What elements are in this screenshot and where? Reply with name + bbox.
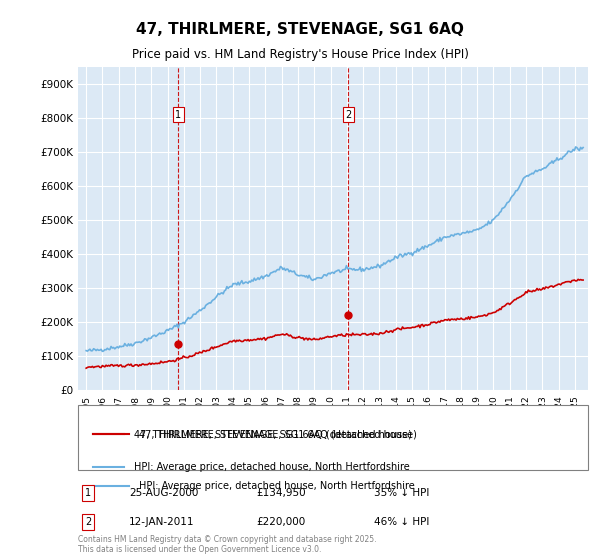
Text: 1: 1 [85, 488, 91, 498]
Text: Contains HM Land Registry data © Crown copyright and database right 2025.
This d: Contains HM Land Registry data © Crown c… [78, 535, 377, 554]
Text: 25-AUG-2000: 25-AUG-2000 [129, 488, 199, 498]
Text: £220,000: £220,000 [257, 517, 306, 528]
Text: 47, THIRLMERE, STEVENAGE, SG1 6AQ: 47, THIRLMERE, STEVENAGE, SG1 6AQ [136, 22, 464, 38]
Text: 47, THIRLMERE, STEVENAGE, SG1 6AQ (detached house): 47, THIRLMERE, STEVENAGE, SG1 6AQ (detac… [134, 430, 412, 439]
Text: 1: 1 [175, 110, 182, 120]
Text: Price paid vs. HM Land Registry's House Price Index (HPI): Price paid vs. HM Land Registry's House … [131, 48, 469, 60]
Text: HPI: Average price, detached house, North Hertfordshire: HPI: Average price, detached house, Nort… [139, 480, 415, 491]
Text: 47, THIRLMERE, STEVENAGE, SG1 6AQ (detached house): 47, THIRLMERE, STEVENAGE, SG1 6AQ (detac… [139, 430, 417, 439]
Text: 46% ↓ HPI: 46% ↓ HPI [374, 517, 429, 528]
FancyBboxPatch shape [78, 405, 588, 469]
Text: 12-JAN-2011: 12-JAN-2011 [129, 517, 194, 528]
Text: 2: 2 [345, 110, 352, 120]
Text: £134,950: £134,950 [257, 488, 306, 498]
Text: 2: 2 [85, 517, 91, 528]
Text: HPI: Average price, detached house, North Hertfordshire: HPI: Average price, detached house, Nort… [134, 461, 410, 472]
Text: 35% ↓ HPI: 35% ↓ HPI [374, 488, 429, 498]
